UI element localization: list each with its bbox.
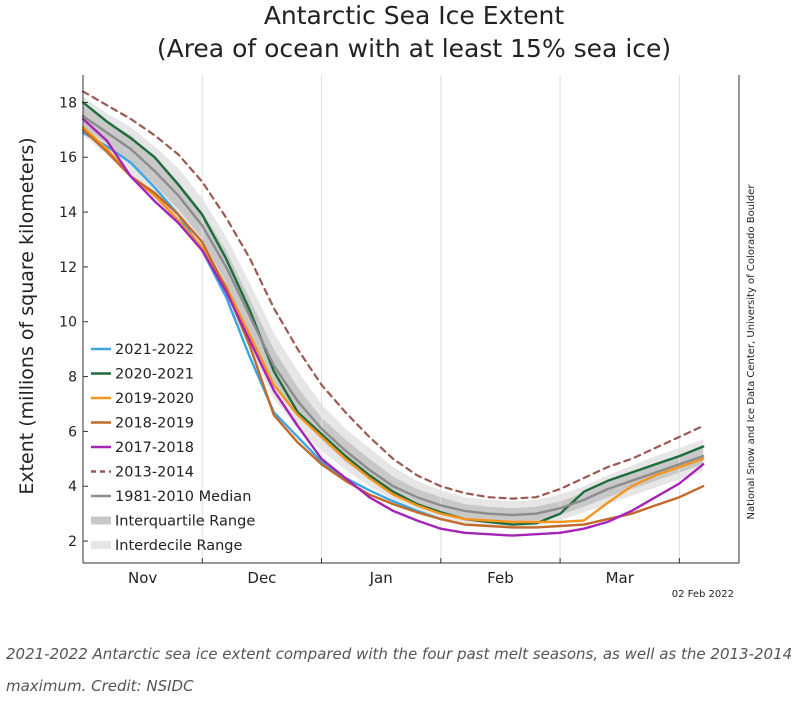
legend-label-2021-2022: 2021-2022 — [115, 342, 194, 358]
legend-label-2017-2018: 2017-2018 — [115, 440, 194, 456]
x-tick-label-nov: Nov — [128, 569, 157, 587]
series-line-2021-2022 — [81, 131, 442, 521]
legend-swatch-interquartile-range — [91, 516, 111, 525]
series-line-2020-2021 — [81, 101, 705, 526]
legend-label-1981-2010-median: 1981-2010 Median — [115, 489, 251, 505]
y-tick-label-6: 6 — [68, 424, 77, 440]
series-line-2019-2020 — [81, 125, 705, 524]
side-credit: National Snow and Ice Data Center, Unive… — [746, 184, 757, 520]
x-tick-label-jan: Jan — [369, 569, 393, 587]
y-tick-label-18: 18 — [59, 95, 77, 111]
series-line-1981-2010-median — [81, 114, 705, 517]
date-stamp: 02 Feb 2022 — [672, 589, 734, 600]
y-tick-label-10: 10 — [59, 315, 77, 331]
series-line-2013-2014 — [81, 90, 705, 500]
legend-label-interdecile-range: Interdecile Range — [115, 538, 242, 554]
chart-subtitle: (Area of ocean with at least 15% sea ice… — [157, 34, 671, 63]
chart-title: Antarctic Sea Ice Extent — [264, 1, 565, 30]
legend-label-2019-2020: 2019-2020 — [115, 391, 194, 407]
legend-label-2018-2019: 2018-2019 — [115, 416, 194, 432]
figure-caption: 2021-2022 Antarctic sea ice extent compa… — [6, 645, 793, 695]
y-axis-label: Extent (millions of square kilometers) — [16, 137, 38, 494]
sea-ice-chart: Antarctic Sea Ice Extent (Area of ocean … — [16, 1, 757, 600]
legend-label-2020-2021: 2020-2021 — [115, 367, 194, 383]
x-tick-label-mar: Mar — [606, 569, 635, 587]
legend-label-2013-2014: 2013-2014 — [115, 465, 194, 481]
y-tick-label-4: 4 — [68, 479, 77, 495]
y-tick-label-8: 8 — [68, 370, 77, 386]
y-tick-label-14: 14 — [59, 205, 77, 221]
series-line-2018-2019 — [81, 128, 705, 529]
series-line-2017-2018 — [81, 117, 705, 537]
band-interquartile-range — [83, 105, 704, 522]
x-tick-label-feb: Feb — [487, 569, 514, 587]
legend-label-interquartile-range: Interquartile Range — [115, 514, 255, 530]
legend-swatch-interdecile-range — [91, 541, 111, 549]
y-tick-label-2: 2 — [68, 534, 77, 550]
x-tick-label-dec: Dec — [247, 569, 276, 587]
y-tick-label-16: 16 — [59, 150, 77, 166]
y-tick-label-12: 12 — [59, 260, 77, 276]
